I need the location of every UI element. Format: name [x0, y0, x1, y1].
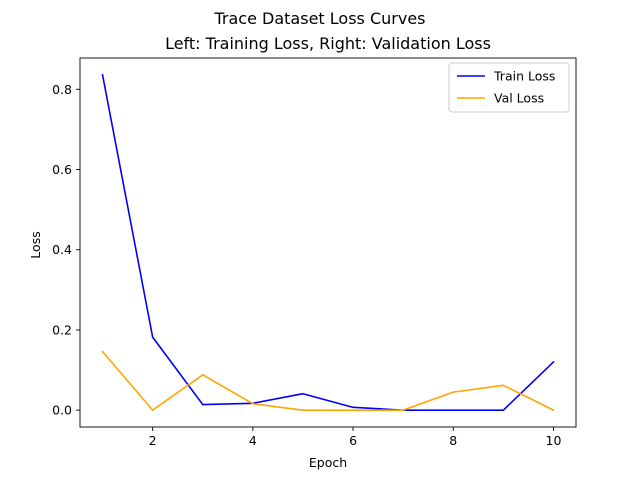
- y-tick-label: 0.2: [52, 322, 72, 337]
- x-tick-label: 6: [349, 433, 357, 448]
- x-tick-label: 8: [449, 433, 457, 448]
- x-tick-label: 10: [546, 433, 562, 448]
- train-loss-line: [101, 73, 555, 411]
- x-axis-label: Epoch: [309, 455, 347, 470]
- legend: Train Loss Val Loss: [448, 62, 570, 113]
- x-tick-label: 2: [149, 433, 157, 448]
- x-tick-label: 4: [249, 433, 257, 448]
- val-loss-line: [101, 350, 555, 412]
- plot-area: 2 4 6 8 10 0.0 0.2 0.4 0.6 0.8: [52, 57, 577, 448]
- y-tick-label: 0.4: [52, 242, 72, 257]
- y-tick-label: 0.6: [52, 162, 72, 177]
- chart-suptitle: Trace Dataset Loss Curves: [214, 9, 426, 28]
- y-axis-label: Loss: [28, 231, 43, 258]
- y-tick-label: 0.8: [52, 82, 72, 97]
- axes-frame: [79, 57, 577, 428]
- chart-title: Left: Training Loss, Right: Validation L…: [165, 34, 491, 53]
- y-tick-label: 0.0: [52, 403, 72, 418]
- legend-label-val-loss: Val Loss: [494, 91, 544, 106]
- legend-label-train-loss: Train Loss: [493, 69, 555, 84]
